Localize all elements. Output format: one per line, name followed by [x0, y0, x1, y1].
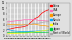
Legend: China, USA, Europe, Russia, India, Japan, Rest of World: China, USA, Europe, Russia, India, Japan… [49, 3, 70, 36]
